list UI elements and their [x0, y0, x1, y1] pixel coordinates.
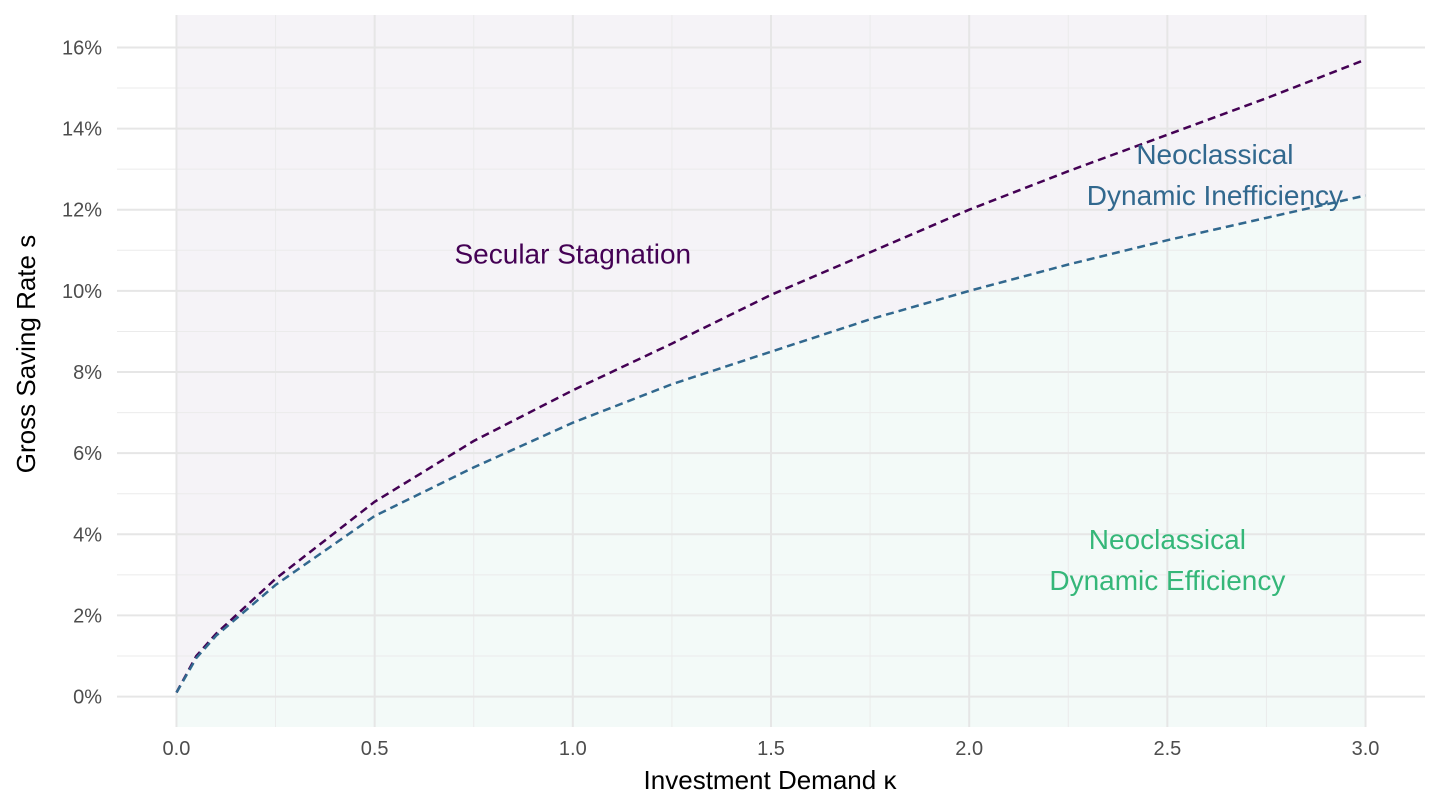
y-tick-label: 2%	[73, 605, 102, 627]
y-tick-label: 10%	[62, 281, 102, 303]
tick-layer: 0.0 0.5 1.0 1.5 2.0 2.5 3.0 0% 2% 4% 6% 8% 10% 12% 14%…	[62, 37, 1379, 760]
region-label-line: Dynamic Efficiency	[1049, 565, 1285, 596]
series-layer	[175, 58, 1366, 694]
y-tick-label: 12%	[62, 200, 102, 222]
x-tick-label: 1.5	[757, 738, 785, 760]
grid-layer	[117, 15, 1425, 727]
upper-boundary-line	[175, 58, 1366, 694]
x-tick-label: 2.5	[1153, 738, 1181, 760]
x-tick-label: 0.0	[163, 738, 191, 760]
x-tick-label: 0.5	[361, 738, 389, 760]
x-tick-label: 3.0	[1352, 738, 1380, 760]
y-tick-label: 14%	[62, 119, 102, 141]
x-tick-label: 1.0	[559, 738, 587, 760]
region-label-line: Neoclassical	[1136, 139, 1293, 170]
y-tick-label: 0%	[73, 687, 102, 709]
y-tick-label: 4%	[73, 524, 102, 546]
region-label-line: Dynamic Inefficiency	[1087, 180, 1343, 211]
region-label: Neoclassical Dynamic Efficiency	[1049, 524, 1285, 596]
x-tick-label: 2.0	[955, 738, 983, 760]
x-axis-title: Investment Demand κ	[644, 765, 898, 795]
y-tick-label: 16%	[62, 37, 102, 59]
region-label: Neoclassical Dynamic Inefficiency	[1087, 139, 1343, 211]
y-axis-title: Gross Saving Rate s	[11, 235, 41, 473]
region-label-line: Secular Stagnation	[455, 238, 692, 269]
region-label-line: Neoclassical	[1089, 524, 1246, 555]
annotation-layer: Secular Stagnation Neoclassical Dynamic In…	[455, 139, 1344, 596]
y-tick-label: 6%	[73, 443, 102, 465]
lower-boundary-line	[175, 194, 1366, 694]
region-label: Secular Stagnation	[455, 238, 692, 269]
y-tick-label: 8%	[73, 362, 102, 384]
